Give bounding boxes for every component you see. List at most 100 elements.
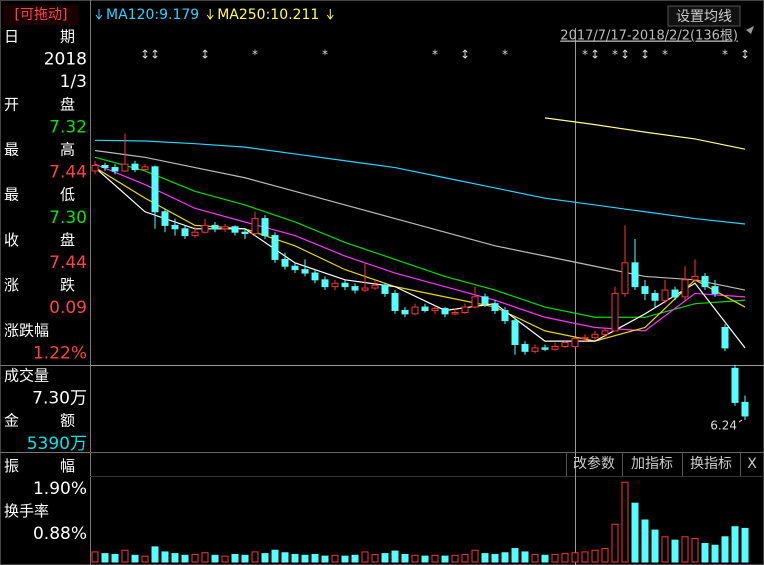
candle-body <box>141 166 149 171</box>
volume-bar <box>441 555 449 563</box>
candle-body <box>741 401 749 417</box>
field-value: 2018 <box>44 50 87 70</box>
volume-bar <box>181 554 189 563</box>
event-marker[interactable]: ↕ <box>740 48 750 62</box>
event-marker[interactable]: * <box>612 48 618 62</box>
field-value: 7.30 <box>49 208 87 228</box>
toolbar-button[interactable]: 加指标 <box>631 456 673 472</box>
candle-body <box>121 163 129 172</box>
volume-bar <box>681 536 689 563</box>
candle-body <box>631 262 639 288</box>
volume-bar <box>671 539 679 563</box>
settings-button[interactable]: 设置均线 <box>676 9 732 25</box>
ma-arrow <box>326 9 334 20</box>
volume-bar <box>341 555 349 563</box>
date-range: 2017/7/17-2018/2/2(136根) <box>560 29 738 44</box>
event-marker[interactable]: ↕ <box>620 48 630 62</box>
event-marker[interactable]: * <box>722 48 728 62</box>
settings-button-box[interactable] <box>667 5 741 27</box>
volume-bar <box>731 526 739 563</box>
field-label: 涨跌 <box>4 276 116 294</box>
candle-body <box>91 164 99 172</box>
volume-bar <box>131 554 139 563</box>
volume-bar <box>481 553 489 563</box>
volume-bar <box>741 527 749 563</box>
event-marker[interactable]: ↕ <box>590 48 600 62</box>
event-marker[interactable]: ↕ <box>640 48 650 62</box>
field-value: 7.32 <box>49 117 87 137</box>
candle-body <box>651 292 659 301</box>
drag-label[interactable]: [可拖动] <box>15 7 68 23</box>
field-label: 换手率 <box>4 502 49 520</box>
candle-body <box>661 289 669 301</box>
pin-icon <box>746 26 754 34</box>
field-value: 1.22% <box>33 343 87 363</box>
event-marker[interactable]: ↕ <box>150 48 160 62</box>
event-marker[interactable]: ↕ <box>460 48 470 62</box>
volume-bar <box>471 549 479 563</box>
event-marker[interactable]: * <box>322 48 328 62</box>
event-marker[interactable]: * <box>662 48 668 62</box>
volume-bar <box>321 555 329 563</box>
ma-line <box>94 149 746 291</box>
candle-body <box>621 262 629 294</box>
candle-body <box>541 347 549 350</box>
candle-body <box>461 306 469 314</box>
candle-body <box>341 282 349 288</box>
event-marker[interactable]: * <box>252 48 258 62</box>
candle-body <box>151 166 159 213</box>
event-marker[interactable]: * <box>432 48 438 62</box>
volume-bar <box>281 552 289 563</box>
field-label: 开盘 <box>4 95 116 113</box>
toolbar-button[interactable]: X <box>747 456 757 472</box>
field-label: 振幅 <box>4 457 116 475</box>
toolbar-button[interactable]: 换指标 <box>690 455 732 472</box>
field-value: 1/3 <box>60 72 87 92</box>
candle-body <box>701 275 709 288</box>
candle-body <box>691 275 699 281</box>
candle-body <box>171 224 179 230</box>
candle-body <box>251 218 259 235</box>
candle-body <box>271 235 279 260</box>
volume-bar <box>701 543 709 563</box>
volume-bar <box>311 553 319 563</box>
field-label: 最低 <box>4 186 116 204</box>
candle-body <box>161 211 169 226</box>
candle-body <box>561 341 569 348</box>
candle-body <box>321 279 329 288</box>
candle-body <box>721 326 729 349</box>
candle-body <box>581 337 589 340</box>
candle-body <box>441 307 449 315</box>
volume-bar <box>411 554 419 563</box>
ma-line <box>94 139 746 225</box>
event-marker[interactable]: ↕ <box>140 48 150 62</box>
candle-body <box>511 320 519 346</box>
candle-body <box>391 292 399 311</box>
volume-bar <box>171 553 179 563</box>
candle-body <box>281 258 289 267</box>
ma-label: MA120:9.179 <box>106 7 199 23</box>
volume-bar <box>211 554 219 563</box>
event-marker[interactable]: * <box>502 48 508 62</box>
volume-bar <box>431 554 439 563</box>
event-marker[interactable]: * <box>582 48 588 62</box>
candle-body <box>591 333 599 339</box>
volume-bar <box>451 554 459 563</box>
candle-body <box>331 282 339 288</box>
volume-bar <box>221 555 229 563</box>
volume-bar <box>271 549 279 563</box>
candle-body <box>641 286 649 294</box>
volume-bar <box>101 553 109 563</box>
candle-body <box>181 228 189 237</box>
candle-body <box>371 284 379 289</box>
volume-bar <box>511 548 519 563</box>
toolbar-button[interactable]: 改参数 <box>573 455 615 472</box>
candle-body <box>671 289 679 298</box>
event-marker[interactable]: ↕ <box>200 48 210 62</box>
volume-bar <box>291 553 299 563</box>
candle-body <box>301 269 309 274</box>
candle-body <box>471 296 479 308</box>
volume-bar <box>191 553 199 563</box>
ma-line <box>94 167 746 349</box>
